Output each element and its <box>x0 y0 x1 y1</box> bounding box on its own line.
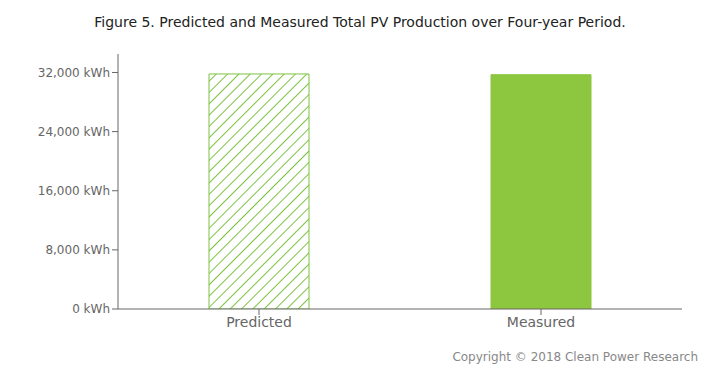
svg-text:16,000 kWh: 16,000 kWh <box>38 184 110 198</box>
svg-text:8,000 kWh: 8,000 kWh <box>45 243 110 257</box>
html-text:Figure 5. Predicted and Measur: Figure 5. Predicted and Measured Total P… <box>94 14 626 30</box>
svg-text:Predicted: Predicted <box>226 314 292 330</box>
svg-text:Measured: Measured <box>507 314 575 330</box>
html-text:Copyright © 2018 Clean Power R: Copyright © 2018 Clean Power Research <box>452 350 698 364</box>
svg-text:0 kWh: 0 kWh <box>72 302 110 316</box>
svg-text:32,000 kWh: 32,000 kWh <box>38 66 110 80</box>
svg-text:24,000 kWh: 24,000 kWh <box>38 125 110 139</box>
